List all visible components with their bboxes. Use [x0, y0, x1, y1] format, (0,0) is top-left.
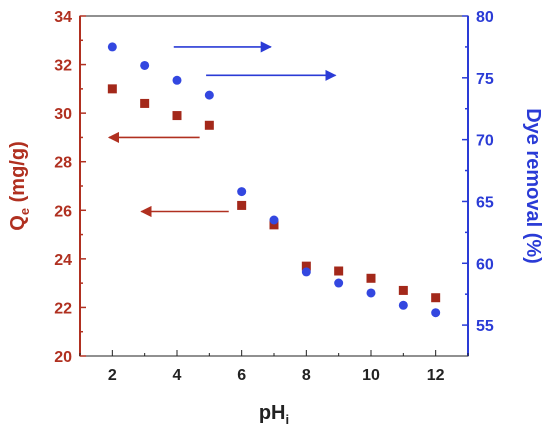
dye-removal-data-point: [334, 278, 344, 288]
y-left-tick-label: 28: [54, 155, 72, 172]
x-tick-label: 6: [237, 367, 246, 384]
dye-removal-data-point: [431, 308, 441, 318]
y-left-tick-label: 32: [54, 58, 72, 75]
dye-removal-data-point: [140, 60, 150, 70]
y-left-tick-label: 26: [54, 203, 72, 220]
y-axis-left-main: Q: [7, 215, 29, 231]
x-tick-label: 12: [427, 367, 445, 384]
y-axis-left-label: Qe (mg/g): [7, 141, 32, 230]
y-right-tick-label: 70: [476, 133, 494, 150]
qe-data-point: [204, 120, 214, 130]
y-left-tick-label: 30: [54, 106, 72, 123]
dye-removal-data-point: [204, 90, 214, 100]
y-right-tick-label: 60: [476, 256, 494, 273]
dye-removal-data-point: [172, 75, 182, 85]
y-axis-left-subscript: e: [17, 208, 32, 215]
y-axis-left-unit: (mg/g): [7, 141, 29, 208]
qe-data-point: [366, 273, 376, 283]
x-tick-label: 4: [173, 367, 182, 384]
plot-frame: [79, 15, 469, 357]
qe-data-point: [431, 293, 441, 303]
qe-data-point: [172, 111, 182, 121]
dye-removal-data-point: [398, 300, 408, 310]
qe-data-point: [140, 98, 150, 108]
y-right-tick-label: 65: [476, 194, 494, 211]
y-left-tick-label: 24: [54, 252, 72, 269]
x-tick-label: 8: [302, 367, 311, 384]
y-left-tick-label: 34: [54, 9, 72, 26]
y-right-tick-label: 55: [476, 318, 494, 335]
qe-data-point: [301, 261, 311, 271]
y-right-tick-label: 75: [476, 71, 494, 88]
y-left-tick-label: 22: [54, 300, 72, 317]
dye-removal-data-point: [237, 187, 247, 197]
x-axis-subscript: i: [286, 412, 290, 427]
x-tick-label: 10: [362, 367, 380, 384]
qe-data-point: [398, 285, 408, 295]
x-tick-label: 2: [108, 367, 117, 384]
qe-data-point: [237, 200, 247, 210]
y-left-tick-label: 20: [54, 349, 72, 366]
dye-removal-data-point: [269, 215, 279, 225]
dye-removal-data-point: [301, 267, 311, 277]
dye-removal-data-point: [107, 42, 117, 52]
qe-data-point: [334, 266, 344, 276]
x-axis-label: pHi: [259, 402, 289, 427]
qe-data-point: [269, 220, 279, 230]
y-axis-right-label: Dye removal (%): [522, 108, 544, 264]
y-right-tick-label: 80: [476, 9, 494, 26]
qe-data-point: [107, 84, 117, 94]
x-axis-main: pH: [259, 402, 286, 424]
dye-removal-data-point: [366, 288, 376, 298]
